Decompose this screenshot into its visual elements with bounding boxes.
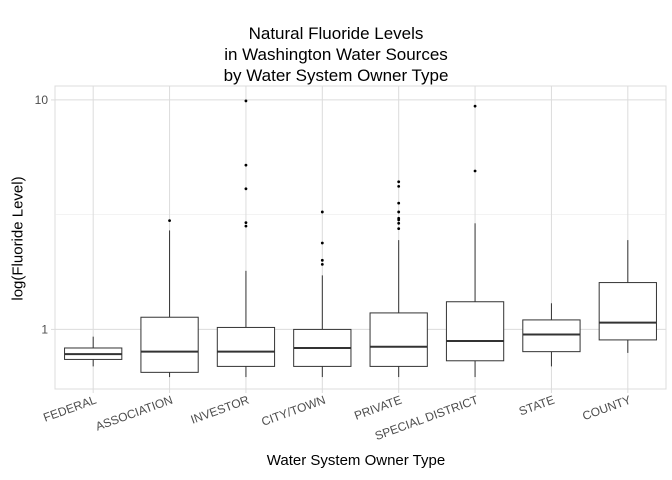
chart-title-line-2: in Washington Water Sources [224, 45, 448, 64]
outlier-point [473, 104, 477, 108]
outlier-point [168, 219, 171, 222]
outlier-point [244, 187, 248, 191]
outlier-point [244, 163, 248, 167]
box-iqr [140, 316, 199, 373]
outlier-point [320, 241, 324, 245]
outlier-point [397, 227, 401, 230]
x-tick-label: PRIVATE [352, 393, 403, 423]
x-tick-label: INVESTOR [189, 393, 252, 427]
outlier-point [397, 180, 401, 184]
x-axis-title: Water System Owner Type [266, 452, 446, 469]
y-tick-label: 10 [35, 93, 49, 107]
x-tick-label: CITY/TOWN [259, 393, 327, 429]
outlier-point [320, 263, 324, 266]
outlier-point [397, 184, 401, 188]
x-tick-label: STATE [517, 393, 556, 419]
box-iqr [369, 312, 428, 367]
outlier-point [397, 216, 401, 220]
box-iqr [445, 301, 505, 362]
y-axis-title: log(Fluoride Level) [9, 176, 27, 301]
x-tick-label: FEDERAL [41, 393, 98, 425]
outlier-point [244, 224, 248, 228]
box-iqr [522, 319, 581, 353]
outlier-point [320, 258, 324, 262]
box-iqr [216, 326, 276, 367]
outlier-point [244, 99, 248, 103]
outlier-point [320, 210, 324, 214]
x-tick-label: ASSOCIATION [94, 393, 175, 434]
outlier-point [473, 169, 477, 173]
x-tick-label: COUNTY [580, 393, 632, 423]
outlier-point [244, 221, 248, 225]
chart-title-line-3: by Water System Owner Type [223, 66, 449, 85]
outlier-point [397, 210, 401, 214]
outlier-point [397, 201, 401, 205]
y-tick-label: 1 [41, 322, 48, 336]
box-iqr [598, 282, 657, 341]
outlier-point [397, 221, 401, 225]
chart-title-line-1: Natural Fluoride Levels [248, 24, 424, 43]
